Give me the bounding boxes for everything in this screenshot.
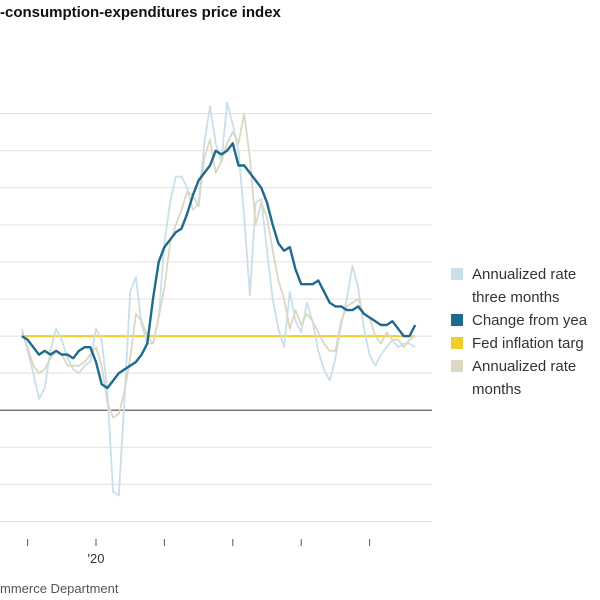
chart-title: -consumption-expenditures price index bbox=[0, 4, 281, 21]
legend-label: Annualized rate bbox=[472, 358, 577, 375]
legend-swatch bbox=[451, 314, 463, 326]
legend-swatch bbox=[451, 337, 463, 349]
legend-swatch bbox=[451, 360, 463, 372]
legend-label: Annualized rate bbox=[472, 266, 577, 283]
legend-label: Fed inflation targ bbox=[472, 335, 584, 352]
legend-item-change-from-year: Change from yea bbox=[451, 309, 600, 332]
series-line-1 bbox=[21, 142, 417, 390]
legend: Annualized rate three months Change from… bbox=[451, 263, 600, 401]
legend-item-fed-target: Fed inflation targ bbox=[451, 332, 600, 355]
legend-label: Change from yea bbox=[472, 312, 588, 329]
legend-swatch bbox=[451, 268, 463, 280]
legend-label: three months bbox=[472, 289, 560, 306]
series-line-3 bbox=[21, 112, 416, 419]
legend-item-annualized-three-months: Annualized rate three months bbox=[451, 263, 600, 309]
x-tick-label: '20 bbox=[88, 551, 105, 566]
legend-item-annualized-months: Annualized rate months bbox=[451, 355, 600, 401]
legend-label: months bbox=[472, 381, 522, 398]
source-note: mmerce Department bbox=[0, 581, 119, 596]
